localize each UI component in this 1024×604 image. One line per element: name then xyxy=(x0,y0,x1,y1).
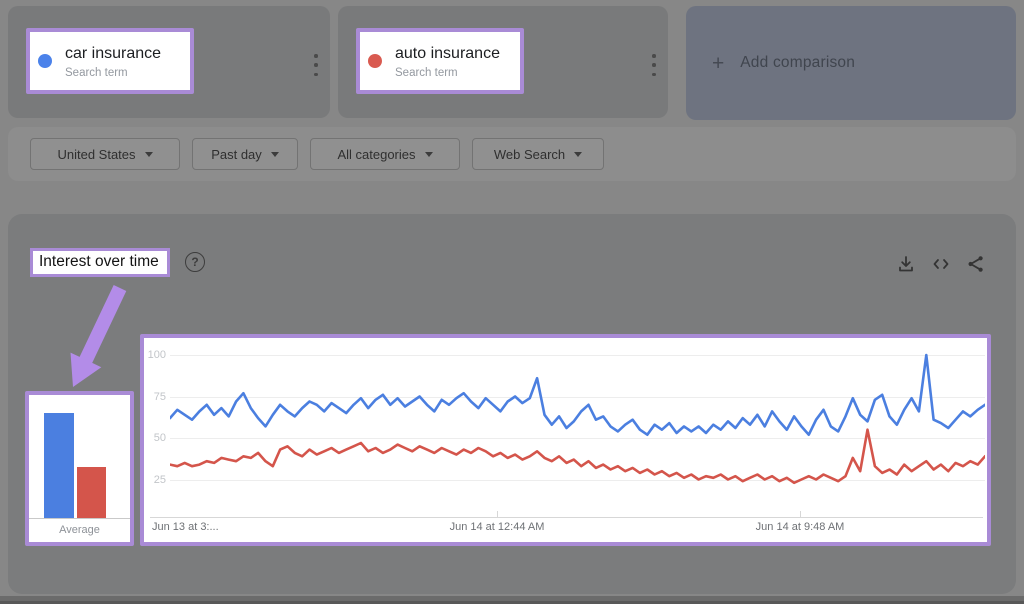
gridline xyxy=(170,438,985,439)
add-comparison-button[interactable]: + Add comparison xyxy=(686,6,1016,120)
chart-actions xyxy=(896,254,986,274)
chevron-down-icon xyxy=(144,151,153,157)
x-axis-line xyxy=(150,517,983,518)
term-label: auto insurance xyxy=(395,44,500,62)
y-tick-label: 75 xyxy=(153,391,166,403)
interest-over-time-card: Interest over time ? Average xyxy=(8,214,1016,594)
average-bar-car-insurance xyxy=(44,413,74,518)
x-axis-tick xyxy=(497,511,498,518)
y-tick-label: 25 xyxy=(153,474,166,486)
term-card-car-insurance: car insurance Search term xyxy=(8,6,330,118)
term-type-label: Search term xyxy=(395,66,458,79)
plus-icon: + xyxy=(712,51,725,75)
average-plot-area xyxy=(29,395,130,519)
gridline xyxy=(170,355,985,356)
share-icon[interactable] xyxy=(966,254,986,274)
x-axis-tick xyxy=(800,511,801,518)
chevron-down-icon xyxy=(270,151,279,157)
download-icon[interactable] xyxy=(896,254,916,274)
add-comparison-label: Add comparison xyxy=(740,54,856,71)
chevron-down-icon xyxy=(424,151,433,157)
filter-bar: United States Past day All categories We… xyxy=(8,127,1016,181)
average-mini-chart: Average xyxy=(25,391,134,546)
y-tick-label: 100 xyxy=(147,349,166,361)
average-bar-auto-insurance xyxy=(77,467,106,518)
line-auto-insurance xyxy=(170,428,985,485)
time-range-dropdown[interactable]: Past day xyxy=(192,138,298,170)
category-dropdown-label: All categories xyxy=(337,146,416,162)
line-car-insurance xyxy=(170,353,985,436)
term-menu-kebab-icon[interactable] xyxy=(308,52,324,78)
interest-over-time-chart: 100 75 50 25 Jun 13 at 3:... Jun 14 at 1… xyxy=(140,334,991,546)
average-axis-label: Average xyxy=(59,524,100,536)
y-tick-label: 50 xyxy=(153,432,166,444)
time-range-dropdown-label: Past day xyxy=(211,146,262,162)
search-term-chip-car-insurance[interactable]: car insurance Search term xyxy=(26,28,194,94)
trend-lines xyxy=(170,353,985,485)
section-title-highlight: Interest over time xyxy=(30,248,170,277)
series-color-dot-red xyxy=(368,54,382,68)
gridline xyxy=(170,397,985,398)
embed-code-icon[interactable] xyxy=(931,254,951,274)
region-dropdown-label: United States xyxy=(57,146,136,162)
chevron-down-icon xyxy=(574,151,583,157)
x-tick-label: Jun 14 at 9:48 AM xyxy=(755,521,845,533)
section-title: Interest over time xyxy=(39,253,159,270)
help-icon[interactable]: ? xyxy=(185,252,205,272)
term-card-auto-insurance: auto insurance Search term xyxy=(338,6,668,118)
search-type-dropdown[interactable]: Web Search xyxy=(472,138,604,170)
search-term-chip-auto-insurance[interactable]: auto insurance Search term xyxy=(356,28,524,94)
search-type-dropdown-label: Web Search xyxy=(493,146,566,162)
series-color-dot-blue xyxy=(38,54,52,68)
x-tick-label: Jun 13 at 3:... xyxy=(152,521,219,533)
region-dropdown[interactable]: United States xyxy=(30,138,180,170)
term-type-label: Search term xyxy=(65,66,128,79)
category-dropdown[interactable]: All categories xyxy=(310,138,460,170)
term-label: car insurance xyxy=(65,44,162,62)
gridline xyxy=(170,480,985,481)
term-menu-kebab-icon[interactable] xyxy=(646,52,662,78)
x-tick-label: Jun 14 at 12:44 AM xyxy=(449,521,545,533)
